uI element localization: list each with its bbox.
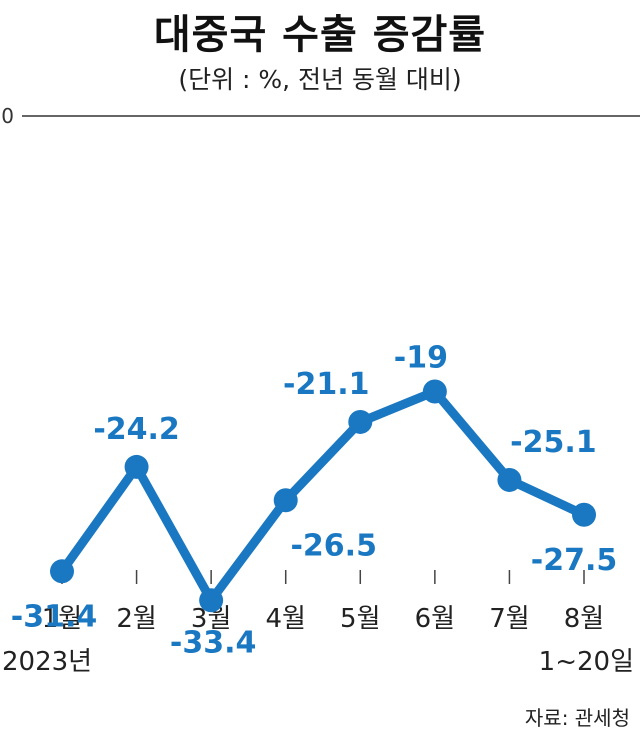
x-sublabel-first: 2023년 [2, 647, 92, 677]
data-point-2 [124, 454, 149, 479]
data-label-1: -31.4 [11, 599, 97, 634]
series-line [57, 387, 589, 605]
data-point-1 [50, 559, 74, 584]
y-tick-label-0: 0 [1, 104, 14, 128]
data-label-2: -24.2 [93, 412, 179, 447]
x-tick-label-4: 4월 [265, 604, 305, 634]
source-note: 자료: 관세청 [524, 706, 630, 730]
x-tick-label-8: 8월 [564, 604, 604, 634]
x-tick-label-2: 2월 [116, 604, 156, 634]
data-point-8 [572, 502, 596, 527]
data-label-8: -27.5 [531, 543, 617, 578]
data-point-7 [497, 467, 522, 492]
data-points [50, 379, 596, 613]
x-tick-label-1: 1월 [42, 604, 82, 634]
data-label-3: -33.4 [170, 625, 256, 660]
x-tick-label-5: 5월 [340, 604, 380, 634]
x-sublabel-last: 1~20일 [539, 647, 634, 677]
data-point-6 [422, 379, 447, 404]
x-tick-label-6: 6월 [415, 604, 455, 634]
data-labels: -31.4 -24.2 -33.4 -26.5 -21.1 -19 -25.1 -27.5 [11, 341, 617, 661]
data-label-5: -21.1 [283, 367, 369, 402]
data-point-5 [348, 409, 373, 434]
chart-subtitle: (단위 : %, 전년 동월 대비) [178, 65, 462, 94]
data-point-4 [273, 488, 298, 513]
data-label-7: -25.1 [510, 425, 596, 460]
chart-title: 대중국 수출 증감률 [153, 12, 487, 58]
x-tick-label-7: 7월 [489, 604, 529, 634]
data-point-3 [199, 588, 224, 613]
data-label-6: -19 [394, 341, 448, 376]
x-axis-ticks [61, 570, 585, 584]
data-label-4: -26.5 [290, 528, 376, 563]
